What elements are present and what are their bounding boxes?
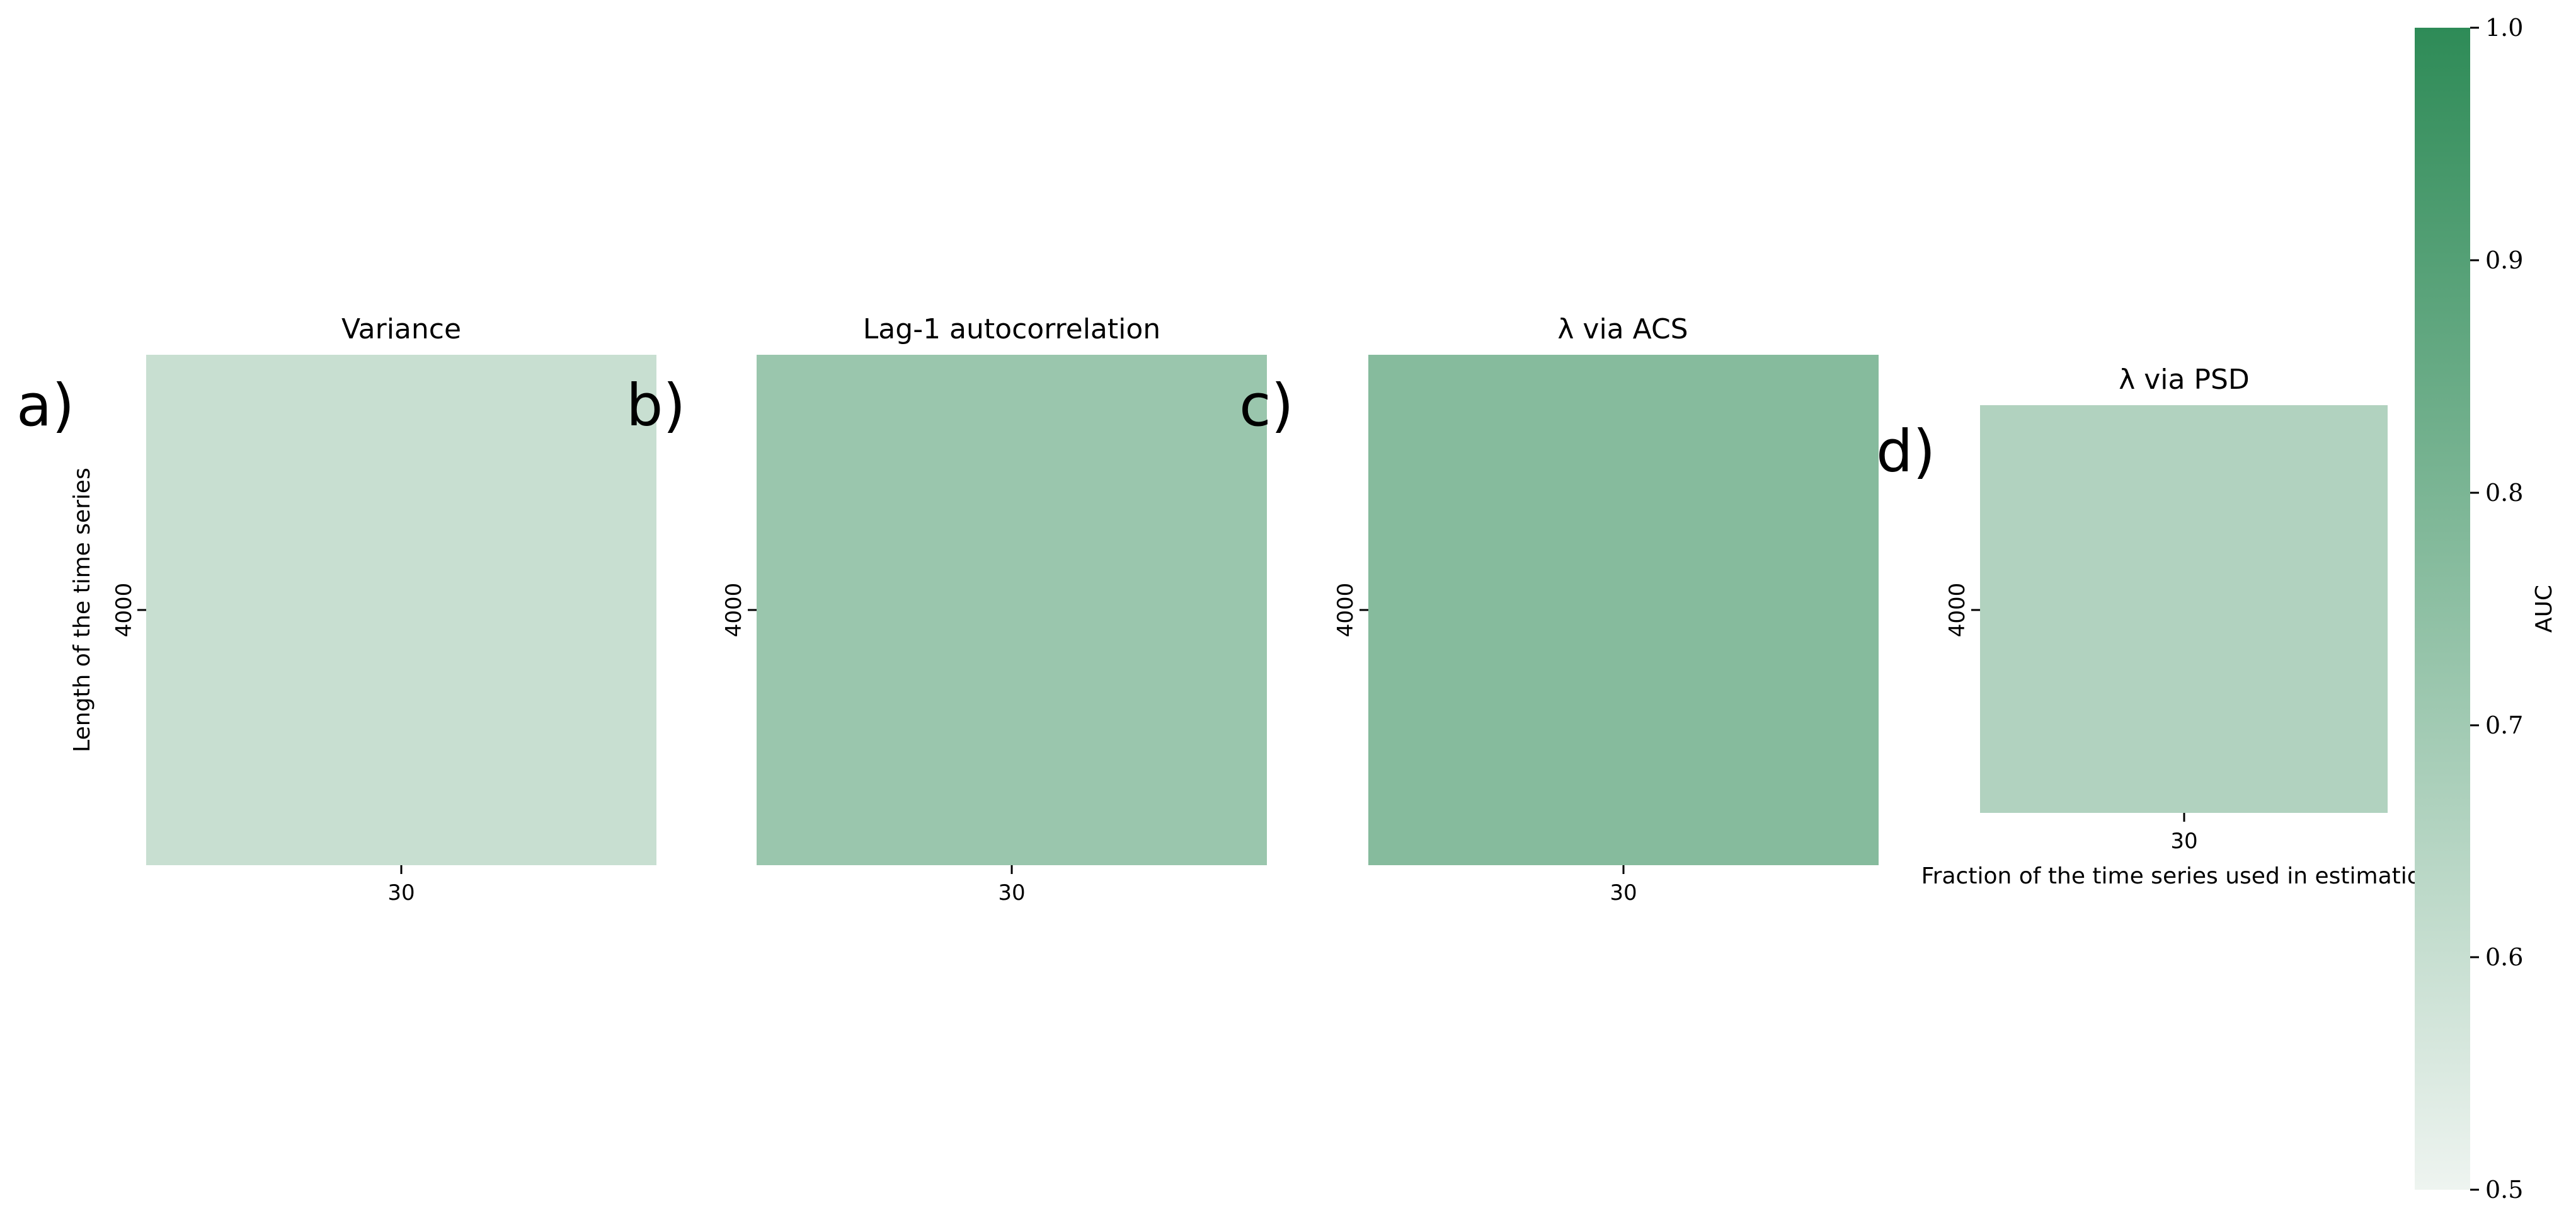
x-tick-label-d: 30 [2170,829,2197,854]
colorbar: 0.5 0.6 0.7 0.8 0.9 1.0 AUC [2415,14,2557,1204]
panel-d: d) λ via PSD 4000 30 Fraction of the tim… [1876,364,2447,889]
colorbar-tick-label-4: 0.9 [2485,246,2523,274]
heatmap-cell-b [757,355,1267,865]
y-tick-label-d: 4000 [1945,583,1970,638]
colorbar-tick-label-1: 0.6 [2485,943,2523,971]
heatmap-cell-c [1368,355,1879,865]
panel-title-c: λ via ACS [1557,313,1688,345]
y-tick-label-a: 4000 [112,583,137,638]
x-tick-label-a: 30 [387,880,415,906]
panel-title-d: λ via PSD [2119,364,2250,396]
heatmap-cell-d [1980,405,2388,813]
y-tick-label-c: 4000 [1333,583,1358,638]
panel-a: a) Variance 4000 30 Length of the time s… [16,313,656,906]
x-axis-label-d: Fraction of the time series used in esti… [1921,863,2447,889]
panel-letter-b: b) [626,372,685,439]
colorbar-label: AUC [2531,585,2557,633]
colorbar-gradient [2415,28,2470,1190]
panel-letter-d: d) [1876,418,1935,485]
colorbar-ticks: 0.5 0.6 0.7 0.8 0.9 1.0 [2470,14,2523,1204]
panel-b: b) Lag-1 autocorrelation 4000 30 [626,313,1267,906]
x-tick-label-b: 30 [998,880,1025,906]
colorbar-tick-label-0: 0.5 [2485,1176,2523,1204]
panel-c: c) λ via ACS 4000 30 [1239,313,1879,906]
x-tick-label-c: 30 [1610,880,1637,906]
colorbar-tick-label-3: 0.8 [2485,479,2523,507]
y-tick-label-b: 4000 [721,583,747,638]
colorbar-tick-label-2: 0.7 [2485,711,2523,739]
heatmap-cell-a [146,355,656,865]
panel-title-a: Variance [341,313,461,345]
colorbar-tick-label-5: 1.0 [2485,14,2523,42]
panel-title-b: Lag-1 autocorrelation [863,313,1160,345]
panel-letter-a: a) [16,372,74,439]
y-axis-label-a: Length of the time series [69,468,95,752]
panel-letter-c: c) [1239,372,1293,439]
